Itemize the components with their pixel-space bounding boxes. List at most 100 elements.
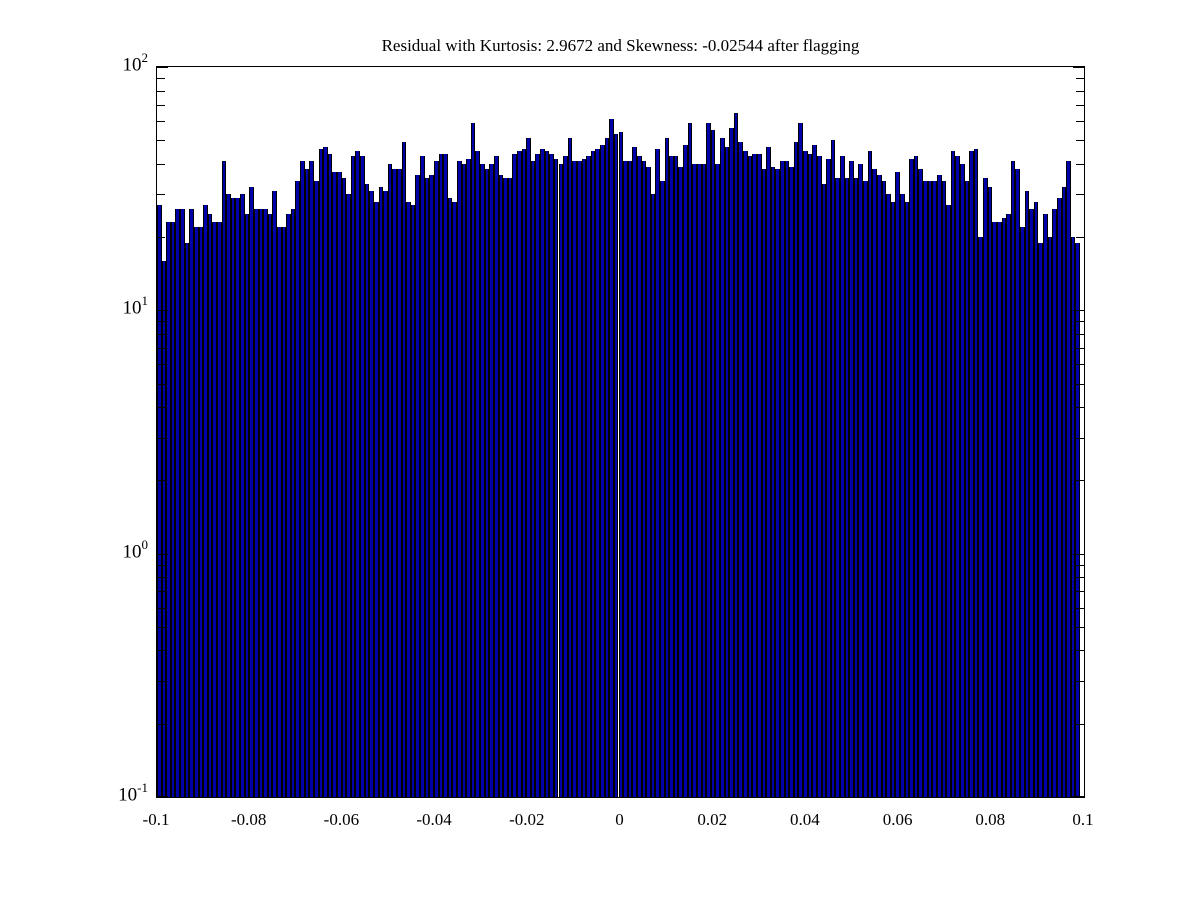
- histogram-bar: [946, 205, 951, 797]
- histogram-bar: [923, 181, 928, 797]
- histogram-bar: [978, 237, 984, 797]
- histogram-bar: [549, 153, 554, 797]
- histogram-bar: [355, 151, 361, 797]
- y-axis-minor-tick: [1076, 163, 1084, 165]
- histogram-bar: [683, 144, 688, 797]
- histogram-bar: [1001, 217, 1007, 797]
- y-axis-minor-tick: [157, 607, 165, 609]
- histogram-bar: [660, 181, 665, 797]
- histogram-bar: [235, 197, 241, 797]
- histogram-bar: [784, 161, 790, 797]
- y-axis-minor-tick: [157, 163, 165, 165]
- histogram-bar: [701, 163, 707, 797]
- histogram-bar: [318, 149, 324, 797]
- histogram-bar: [761, 169, 767, 797]
- histogram-bar: [738, 142, 744, 797]
- histogram-bar: [858, 163, 864, 797]
- y-axis-minor-tick: [1076, 333, 1084, 335]
- histogram-bar: [936, 174, 942, 797]
- y-axis-tick-label: 100: [122, 536, 149, 562]
- histogram-bar: [535, 153, 541, 797]
- y-axis-minor-tick: [157, 650, 165, 652]
- y-axis-major-tick: [1073, 310, 1084, 312]
- histogram-bar: [1047, 237, 1053, 797]
- histogram-bar: [516, 151, 522, 797]
- plot-area: [156, 66, 1085, 798]
- histogram-bar: [157, 205, 162, 797]
- histogram-bar: [733, 112, 739, 797]
- y-axis-minor-tick: [1076, 680, 1084, 682]
- histogram-bar: [350, 156, 356, 797]
- histogram-bar: [826, 158, 831, 797]
- y-axis-minor-tick: [157, 237, 165, 239]
- histogram-bar: [1052, 209, 1057, 797]
- histogram-bar: [540, 149, 545, 797]
- histogram-bar: [401, 142, 407, 797]
- histogram-bar: [203, 205, 208, 797]
- histogram-bar: [775, 169, 781, 797]
- histogram-bar: [904, 201, 910, 797]
- y-axis-major-tick: [157, 796, 168, 797]
- histogram-bar: [466, 158, 471, 797]
- histogram-bar: [1015, 169, 1020, 797]
- y-axis-major-tick: [157, 310, 168, 312]
- histogram-bar: [793, 142, 799, 797]
- histogram-bar: [613, 134, 619, 797]
- y-axis-minor-tick: [1076, 723, 1084, 725]
- histogram-bar: [632, 146, 637, 797]
- histogram-bar: [364, 184, 370, 797]
- y-axis-minor-tick: [1076, 626, 1084, 628]
- histogram-bar: [743, 151, 748, 797]
- histogram-bar: [1056, 197, 1062, 797]
- histogram-bar: [581, 158, 587, 797]
- histogram-bar: [807, 153, 813, 797]
- histogram-bar: [290, 209, 296, 797]
- y-axis-minor-tick: [157, 194, 165, 196]
- histogram-bar: [973, 149, 979, 797]
- histogram-bar: [650, 194, 656, 797]
- x-axis-tick-label: 0.1: [1072, 810, 1094, 829]
- y-axis-minor-tick: [1076, 104, 1084, 106]
- y-axis-minor-tick: [1076, 321, 1084, 323]
- histogram-bar: [932, 181, 937, 797]
- histogram-bar: [724, 146, 730, 797]
- histogram-bar: [927, 181, 933, 797]
- y-axis-minor-tick: [157, 383, 165, 385]
- histogram-bar: [461, 163, 467, 797]
- y-axis-minor-tick: [1076, 348, 1084, 350]
- histogram-bar: [1038, 242, 1044, 797]
- histogram-bar: [258, 209, 264, 797]
- histogram-bar: [590, 151, 596, 797]
- histogram-bar: [863, 181, 868, 797]
- histogram-bar: [244, 213, 250, 797]
- histogram-bar: [360, 156, 365, 797]
- x-axis-tick-label: 0.04: [790, 810, 820, 829]
- histogram-bar: [406, 201, 411, 797]
- histogram-bar: [396, 169, 402, 797]
- histogram-bar: [678, 166, 684, 797]
- x-axis-tick-label: 0: [615, 810, 624, 829]
- histogram-bar: [941, 181, 947, 797]
- histogram-bar: [876, 174, 882, 797]
- x-axis-tick-label: -0.06: [323, 810, 360, 829]
- y-axis-minor-tick: [157, 333, 165, 335]
- histogram-bar: [664, 138, 670, 797]
- histogram-bar: [166, 222, 171, 797]
- histogram-bar: [816, 156, 822, 797]
- histogram-bar: [346, 194, 351, 797]
- x-axis-tick-label: -0.08: [230, 810, 267, 829]
- histogram-bar: [263, 209, 268, 797]
- histogram-bar: [512, 153, 517, 797]
- histogram-bar: [747, 156, 753, 797]
- histogram-bar: [729, 128, 734, 797]
- histogram-bar: [452, 201, 457, 797]
- y-axis-minor-tick: [1076, 607, 1084, 609]
- histogram-bar: [835, 177, 840, 797]
- y-axis-minor-tick: [1076, 78, 1084, 80]
- y-axis-minor-tick: [157, 90, 165, 92]
- histogram-bar: [198, 227, 204, 797]
- x-axis-tick-label: -0.1: [142, 810, 170, 829]
- y-axis-tick-label: 10-1: [118, 780, 148, 806]
- histogram-bar: [480, 163, 485, 797]
